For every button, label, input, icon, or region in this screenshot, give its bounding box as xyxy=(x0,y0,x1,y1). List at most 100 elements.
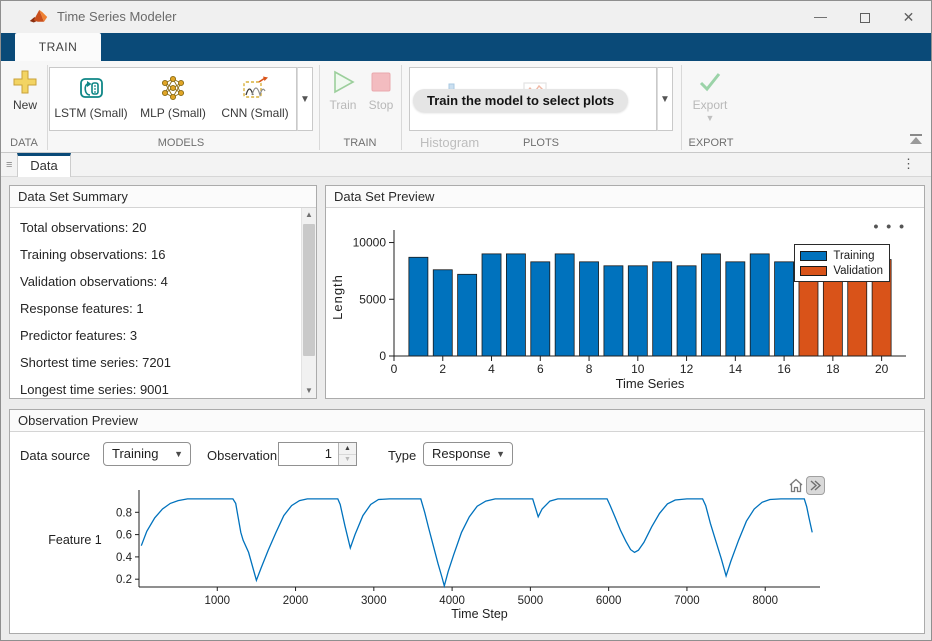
chevron-down-icon: ▼ xyxy=(174,449,183,459)
scroll-up-icon[interactable]: ▲ xyxy=(305,210,313,219)
model-cnn-label: CNN (Small) xyxy=(221,106,289,120)
svg-text:0: 0 xyxy=(391,362,398,376)
type-select[interactable]: Response ▼ xyxy=(423,442,513,466)
histogram-label: Histogram xyxy=(420,135,480,150)
close-button[interactable]: ✕ xyxy=(902,9,915,25)
svg-text:Length: Length xyxy=(330,274,345,320)
observation-panel-title: Observation Preview xyxy=(10,410,924,432)
summary-list: Total observations: 20 Training observati… xyxy=(10,208,316,409)
section-divider xyxy=(681,65,682,150)
section-label-data: DATA xyxy=(10,137,38,149)
svg-text:12: 12 xyxy=(680,362,694,376)
tab-train[interactable]: TRAIN xyxy=(15,33,101,61)
model-cnn-button[interactable]: CNN (Small) xyxy=(214,68,296,130)
grip-icon[interactable]: ≡ xyxy=(6,159,13,171)
train-play-icon xyxy=(334,70,355,94)
stop-button-label: Stop xyxy=(368,98,394,112)
data-set-summary-panel: Data Set Summary Total observations: 20 T… xyxy=(9,185,317,399)
data-source-value: Training xyxy=(112,446,159,461)
legend-label-validation: Validation xyxy=(833,264,883,277)
scrollbar-thumb[interactable] xyxy=(303,224,315,356)
summary-item: Longest time series: 9001 xyxy=(20,382,169,397)
section-label-plots: PLOTS xyxy=(522,137,560,149)
svg-text:6: 6 xyxy=(537,362,544,376)
preview-panel-title: Data Set Preview xyxy=(326,186,924,208)
scroll-down-icon[interactable]: ▼ xyxy=(305,386,313,395)
plots-gallery-dropdown[interactable]: ▼ xyxy=(657,67,673,131)
restore-view-button[interactable] xyxy=(788,476,806,495)
data-source-label: Data source xyxy=(20,448,91,463)
spinner-buttons: ▲ ▼ xyxy=(338,443,356,465)
svg-text:10: 10 xyxy=(631,362,645,376)
section-divider xyxy=(401,65,402,150)
train-button[interactable]: Train xyxy=(325,67,361,112)
expand-toolbar-button[interactable] xyxy=(806,476,825,495)
train-button-label: Train xyxy=(329,98,357,112)
svg-text:Time Series: Time Series xyxy=(616,376,685,391)
summary-item: Shortest time series: 7201 xyxy=(20,355,172,370)
legend-row-validation: Validation xyxy=(800,263,883,278)
mlp-model-icon xyxy=(161,75,185,101)
maximize-button[interactable] xyxy=(842,1,887,33)
main-content: Data Set Summary Total observations: 20 T… xyxy=(1,177,931,640)
new-button[interactable]: New xyxy=(5,67,45,112)
ribbon-toolbar: New DATA LSTM (Small) xyxy=(1,61,931,153)
section-label-models: MODELS xyxy=(157,137,205,149)
legend-row-training: Training xyxy=(800,248,883,263)
svg-text:8000: 8000 xyxy=(752,595,778,607)
line-chart: 0.2 0.4 0.6 0.8 1000 2000 3000 4000 5000 6000 7000… xyxy=(10,472,924,633)
model-mlp-button[interactable]: MLP (Small) xyxy=(132,68,214,130)
lstm-model-icon xyxy=(80,78,103,98)
svg-text:18: 18 xyxy=(826,362,840,376)
minimize-button[interactable]: — xyxy=(814,9,827,24)
svg-text:2: 2 xyxy=(439,362,446,376)
export-button[interactable]: Export ▼ xyxy=(687,67,733,123)
spinner-down-icon[interactable]: ▼ xyxy=(339,454,356,465)
observation-spinner[interactable]: 1 ▲ ▼ xyxy=(278,442,357,466)
data-set-preview-panel: Data Set Preview • • • Training Validati… xyxy=(325,185,925,399)
export-button-label: Export xyxy=(692,98,728,112)
model-lstm-button[interactable]: LSTM (Small) xyxy=(50,68,132,130)
spinner-up-icon[interactable]: ▲ xyxy=(339,443,356,454)
summary-panel-title: Data Set Summary xyxy=(10,186,316,208)
summary-scrollbar[interactable]: ▲ ▼ xyxy=(301,208,316,398)
observation-value[interactable]: 1 xyxy=(324,446,332,461)
section-label-train: TRAIN xyxy=(343,137,377,149)
models-gallery: LSTM (Small) MLP (Small) xyxy=(49,67,297,131)
type-value: Response xyxy=(432,446,491,461)
plots-tooltip: Train the model to select plots xyxy=(413,89,629,112)
svg-text:Feature 1: Feature 1 xyxy=(48,533,102,547)
home-icon xyxy=(789,478,803,493)
svg-text:14: 14 xyxy=(729,362,743,376)
observation-preview-panel: Observation Preview Data source Training… xyxy=(9,409,925,634)
summary-item: Total observations: 20 xyxy=(20,220,147,235)
svg-text:10000: 10000 xyxy=(353,236,387,250)
stop-square-icon xyxy=(371,72,391,92)
svg-text:4000: 4000 xyxy=(439,595,465,607)
svg-text:4: 4 xyxy=(488,362,495,376)
stop-button[interactable]: Stop xyxy=(363,67,399,112)
summary-item: Training observations: 16 xyxy=(20,247,166,262)
overflow-menu-icon[interactable]: ⋮ xyxy=(902,156,915,171)
data-source-select[interactable]: Training ▼ xyxy=(103,442,191,466)
section-label-export: EXPORT xyxy=(688,137,734,149)
svg-text:5000: 5000 xyxy=(518,595,544,607)
chart-legend: Training Validation xyxy=(794,244,890,282)
new-plus-icon xyxy=(13,70,37,94)
svg-text:0.2: 0.2 xyxy=(116,574,132,586)
collapse-ribbon-button[interactable] xyxy=(907,132,925,148)
tab-data[interactable]: Data xyxy=(17,153,71,177)
svg-text:0.6: 0.6 xyxy=(116,530,132,542)
svg-text:0.4: 0.4 xyxy=(116,552,133,564)
models-gallery-dropdown[interactable]: ▼ xyxy=(297,67,313,131)
ribbon-tabstrip: TRAIN xyxy=(1,33,931,61)
svg-text:1000: 1000 xyxy=(204,595,230,607)
new-button-label: New xyxy=(12,98,37,112)
cnn-model-icon xyxy=(243,76,268,98)
svg-text:Time Step: Time Step xyxy=(451,607,508,621)
more-options-icon[interactable]: • • • xyxy=(873,218,906,234)
matlab-logo-icon xyxy=(29,9,48,23)
summary-item: Predictor features: 3 xyxy=(20,328,138,343)
legend-label-training: Training xyxy=(833,249,875,262)
